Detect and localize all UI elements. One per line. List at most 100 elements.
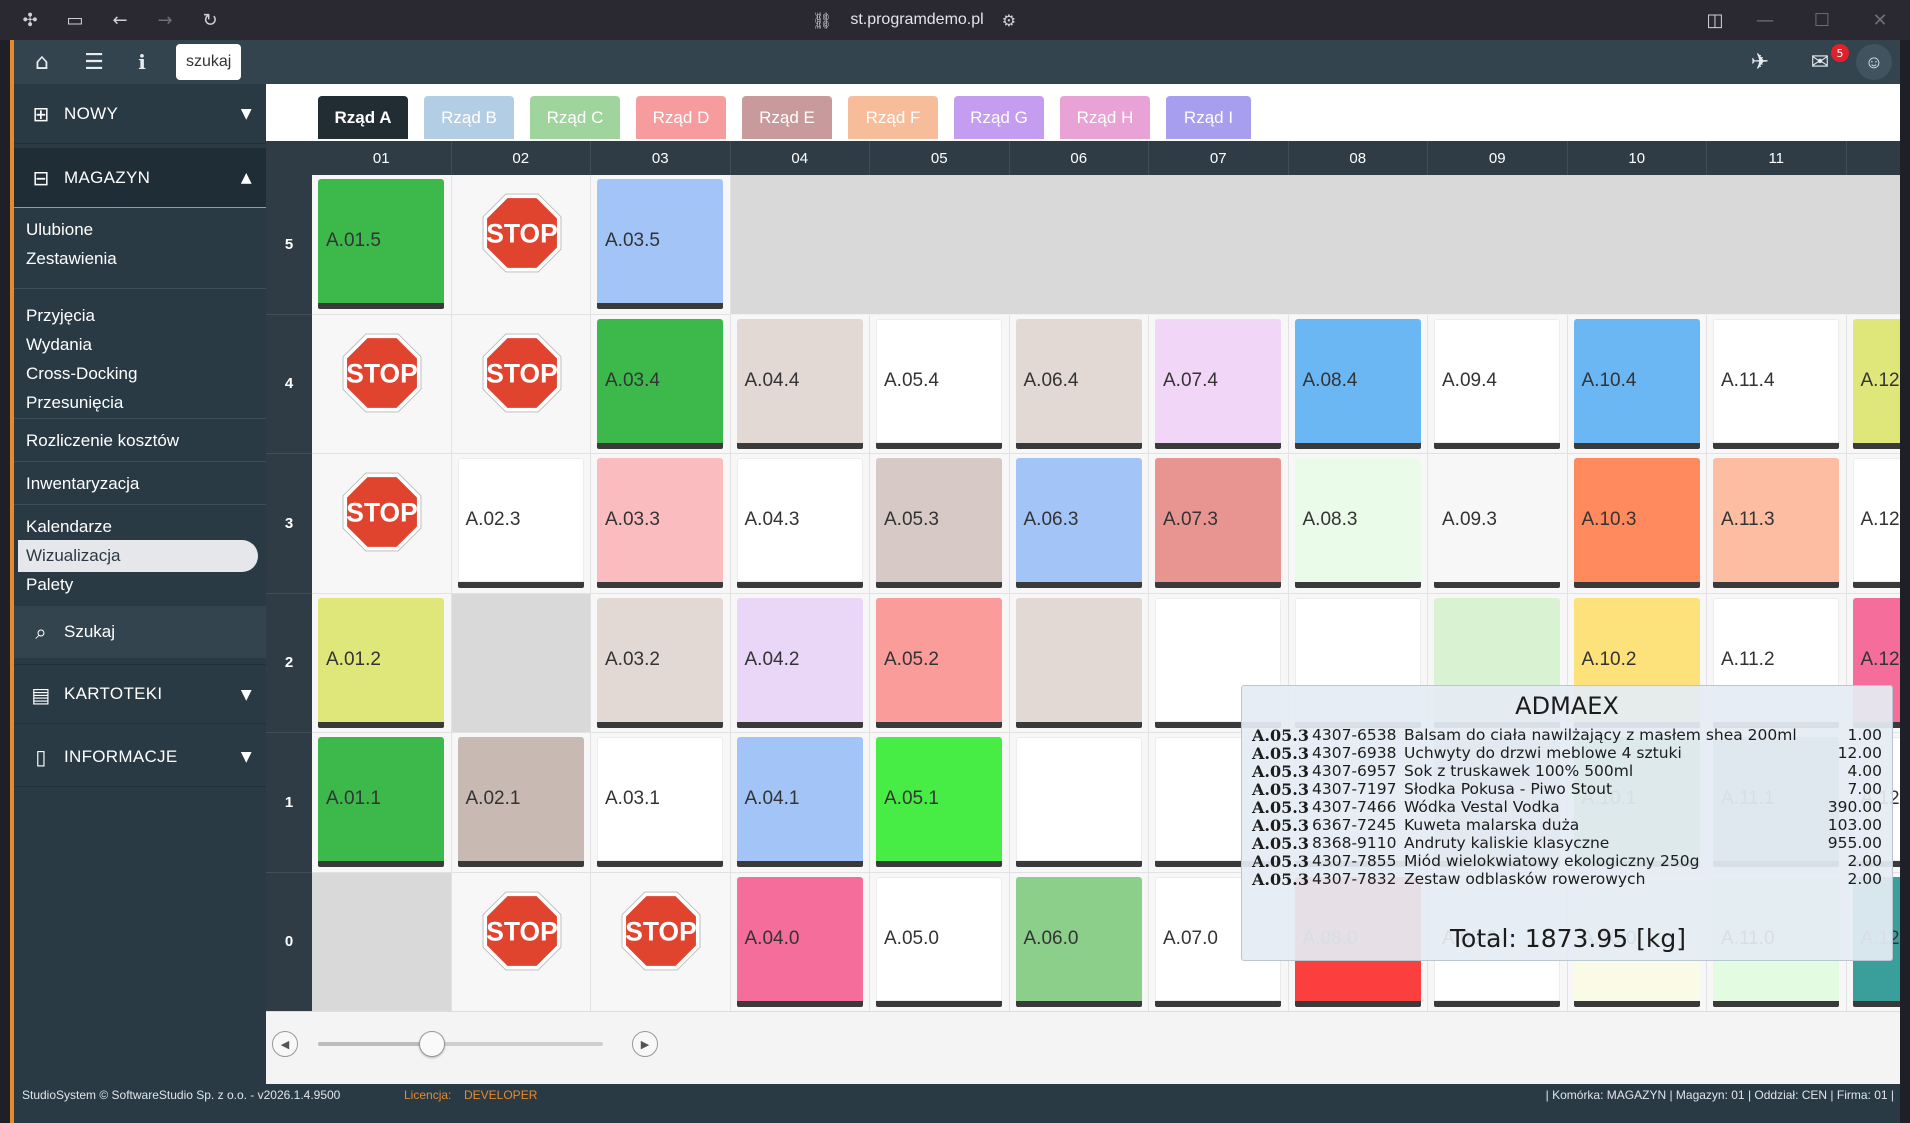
location-box[interactable]: A.05.0 [876,876,1002,1007]
location-box[interactable]: A.12.3 [1852,458,1900,588]
storage-location[interactable]: A.04.0 [730,872,870,1011]
location-box[interactable]: A.01.1 [318,737,444,867]
storage-location[interactable]: A.02.1 [451,733,591,873]
sidebar-item-palety[interactable]: Palety [26,575,74,594]
scroll-thumb[interactable] [419,1031,445,1057]
minimize-icon[interactable]: — [1756,9,1774,31]
tab-rzad-i[interactable]: Rząd I [1166,96,1251,139]
location-box[interactable]: A.04.1 [736,737,863,867]
location-box[interactable]: A.05.1 [876,737,1002,867]
tab-rzad-e[interactable]: Rząd E [742,96,832,139]
tab-rzad-c[interactable]: Rząd C [530,96,620,139]
location-box[interactable]: A.01.5 [318,179,444,309]
tab-rzad-g[interactable]: Rząd G [954,96,1044,139]
scroll-right-button[interactable]: ▶ [632,1031,658,1057]
storage-location[interactable]: A.12.4 [1846,314,1900,454]
blocked-location[interactable]: STOP [451,314,591,454]
tab-rzad-d[interactable]: Rząd D [636,96,726,139]
tab-rzad-h[interactable]: Rząd H [1060,96,1150,139]
browser-logo-icon[interactable]: ✣ [22,9,38,31]
sidebar-item-wizualizacja[interactable]: Wizualizacja [18,540,258,572]
tab-rzad-a[interactable]: Rząd A [318,96,408,139]
sidebar-item-zestawienia[interactable]: Zestawienia [26,249,117,268]
storage-location[interactable]: A.03.4 [591,314,731,454]
storage-location[interactable]: A.06.3 [1009,454,1149,594]
search-button[interactable]: szukaj [176,44,242,80]
home-icon[interactable]: ⌂ [35,49,49,75]
location-box[interactable]: A.03.2 [597,597,723,728]
sidebar-item-wydania[interactable]: Wydania [26,335,92,354]
storage-location[interactable]: A.05.0 [870,872,1010,1011]
location-box[interactable]: A.04.0 [736,876,863,1007]
location-box[interactable]: A.04.3 [736,458,863,588]
storage-location[interactable]: A.10.4 [1567,314,1707,454]
sidebar-item-kalendarze[interactable]: Kalendarze [26,517,113,536]
location-box[interactable]: A.01.2 [318,597,444,728]
sidebar-item-przyjecia[interactable]: Przyjęcia [26,306,95,325]
sidebar-kartoteki[interactable]: ▤ KARTOTEKI ▼ [14,664,266,724]
location-box[interactable]: A.04.2 [736,597,863,728]
split-view-icon[interactable]: ◫ [1706,9,1724,31]
location-box[interactable]: A.05.3 [876,458,1002,588]
location-box[interactable] [1015,737,1142,867]
location-box[interactable]: A.04.4 [736,318,863,449]
scroll-track[interactable] [318,1042,603,1046]
location-box[interactable] [1015,597,1142,728]
location-box[interactable]: A.08.3 [1294,458,1421,588]
location-box[interactable]: A.06.3 [1015,458,1142,588]
sidebar-toggle-icon[interactable]: ▭ [66,9,84,31]
location-box[interactable]: A.02.3 [457,458,584,588]
storage-location[interactable]: A.05.1 [870,733,1010,873]
location-box[interactable]: A.09.3 [1434,458,1560,588]
location-box[interactable]: A.03.3 [597,458,723,588]
sidebar-nowy[interactable]: ⊞ NOWY ▼ [14,84,266,144]
forward-icon[interactable]: → [157,9,173,31]
sidebar-item-cross-docking[interactable]: Cross-Docking [26,364,138,383]
info-icon[interactable]: i [138,50,146,74]
storage-location[interactable]: A.04.2 [730,593,870,733]
storage-location[interactable]: A.04.1 [730,733,870,873]
sidebar-informacje[interactable]: ▯ INFORMACJE ▼ [14,727,266,787]
storage-location[interactable]: A.07.4 [1149,314,1289,454]
storage-location[interactable]: A.08.3 [1288,454,1428,594]
storage-location[interactable]: A.06.4 [1009,314,1149,454]
storage-location[interactable]: A.09.3 [1428,454,1568,594]
location-box[interactable]: A.06.0 [1015,876,1142,1007]
location-box[interactable]: A.07.3 [1155,458,1281,588]
location-box[interactable]: A.07.4 [1155,318,1281,449]
location-box[interactable]: A.05.4 [876,318,1002,449]
storage-location[interactable]: A.05.3 [870,454,1010,594]
storage-location[interactable]: A.05.2 [870,593,1010,733]
storage-location[interactable]: A.05.4 [870,314,1010,454]
storage-location[interactable]: A.01.5 [312,175,452,315]
site-settings-icon[interactable]: ⚙ [1001,10,1017,30]
storage-location[interactable]: A.02.3 [451,454,591,594]
location-box[interactable]: A.09.4 [1434,318,1560,449]
sidebar-item-ulubione[interactable]: Ulubione [26,220,94,239]
location-box[interactable]: A.12.4 [1852,318,1900,449]
storage-location[interactable]: A.11.3 [1707,454,1847,594]
mail-icon[interactable]: ✉ 5 [1798,40,1849,84]
blocked-location[interactable]: STOP [591,872,731,1011]
storage-location[interactable]: A.11.4 [1707,314,1847,454]
tab-rzad-f[interactable]: Rząd F [848,96,938,139]
storage-location[interactable]: A.01.1 [312,733,452,873]
storage-location[interactable]: A.03.2 [591,593,731,733]
storage-location[interactable]: A.03.1 [591,733,731,873]
location-box[interactable]: A.02.1 [457,737,584,867]
location-box[interactable]: A.11.4 [1713,318,1839,449]
location-box[interactable]: A.11.3 [1713,458,1839,588]
location-box[interactable]: A.03.1 [597,737,723,867]
close-icon[interactable]: ✕ [1872,9,1888,31]
storage-location[interactable]: A.01.2 [312,593,452,733]
tab-rzad-b[interactable]: Rząd B [424,96,514,139]
storage-location[interactable]: A.10.3 [1567,454,1707,594]
user-avatar-icon[interactable]: ☺ [1856,44,1892,80]
location-box[interactable]: A.03.4 [597,318,723,449]
storage-location[interactable]: A.06.0 [1009,872,1149,1011]
reload-icon[interactable]: ↻ [202,9,218,31]
storage-location[interactable] [1009,733,1149,873]
location-box[interactable]: A.05.2 [876,597,1002,728]
location-box[interactable]: A.03.5 [597,179,723,309]
sidebar-item-rozliczenie-kosztow[interactable]: Rozliczenie kosztów [26,431,180,450]
